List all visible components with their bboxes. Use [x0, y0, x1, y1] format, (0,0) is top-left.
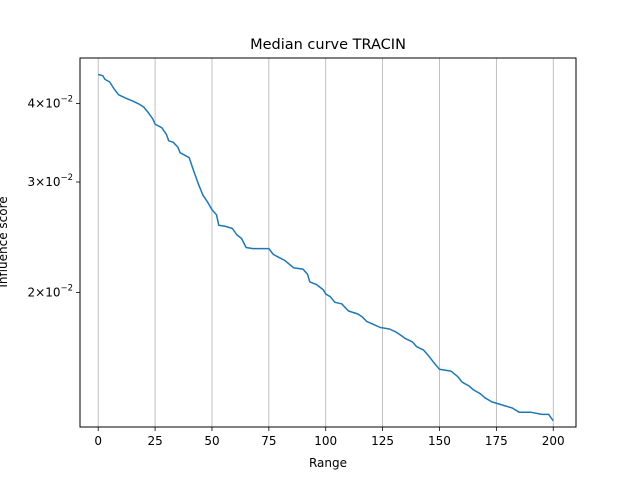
y-tick-label: 3×10−2 [28, 173, 74, 189]
x-tick-label: 75 [261, 434, 276, 448]
x-axis-label: Range [309, 456, 347, 470]
x-tick-label: 25 [147, 434, 162, 448]
x-tick-label: 0 [94, 434, 102, 448]
y-tick-label: 2×10−2 [28, 284, 74, 300]
gridlines [97, 58, 554, 427]
chart-title: Median curve TRACIN [250, 37, 406, 53]
x-tick-label: 150 [428, 434, 451, 448]
y-tick-label: 4×10−2 [28, 95, 74, 111]
x-tick-label: 100 [314, 434, 337, 448]
series-layer [98, 73, 554, 422]
x-tick-label: 175 [485, 434, 508, 448]
y-axis: 4×10−2 3×10−2 2×10−2 [28, 95, 80, 300]
y-axis-label: Influence score [0, 196, 10, 287]
x-tick-label: 50 [204, 434, 219, 448]
x-tick-label: 200 [542, 434, 565, 448]
series-line [98, 73, 554, 422]
x-tick-label: 125 [371, 434, 394, 448]
x-axis: 0 25 50 75 100 125 150 175 200 [94, 427, 565, 448]
plot-frame [79, 57, 577, 428]
